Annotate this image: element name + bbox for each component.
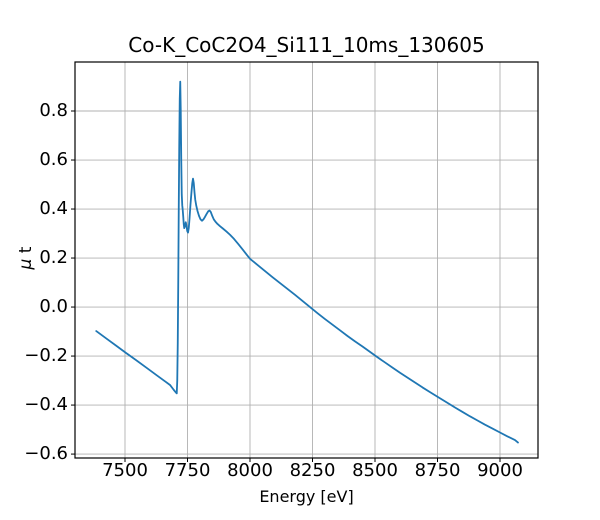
- x-axis-label: Energy [eV]: [259, 487, 354, 506]
- y-tick-label: 0.0: [39, 296, 68, 318]
- y-axis-label: μ t: [16, 247, 36, 270]
- x-tick-label: 7750: [164, 460, 211, 481]
- x-tick-label: 8000: [227, 460, 273, 481]
- y-tick-label: −0.6: [24, 443, 68, 465]
- spectrum-line: [95, 80, 519, 444]
- x-tick-label: 8250: [289, 460, 336, 481]
- y-tick-label: −0.2: [24, 345, 68, 367]
- y-axis-label-mu: μ: [16, 258, 36, 270]
- y-tick-label: 0.4: [39, 198, 68, 220]
- y-tick-label: −0.4: [24, 394, 68, 416]
- chart-title: Co-K_CoC2O4_Si111_10ms_130605: [128, 33, 485, 57]
- x-tick-label: 9000: [477, 460, 523, 481]
- x-tick-label: 8500: [352, 460, 398, 481]
- plot-border: [74, 61, 539, 459]
- y-tick-label: 0.2: [39, 247, 68, 269]
- x-tick-label: 8750: [414, 460, 461, 481]
- y-axis-label-t: t: [16, 246, 36, 259]
- x-tick-label: 7500: [102, 460, 148, 481]
- y-tick-label: 0.8: [39, 100, 68, 121]
- y-tick-label: 0.6: [39, 149, 68, 171]
